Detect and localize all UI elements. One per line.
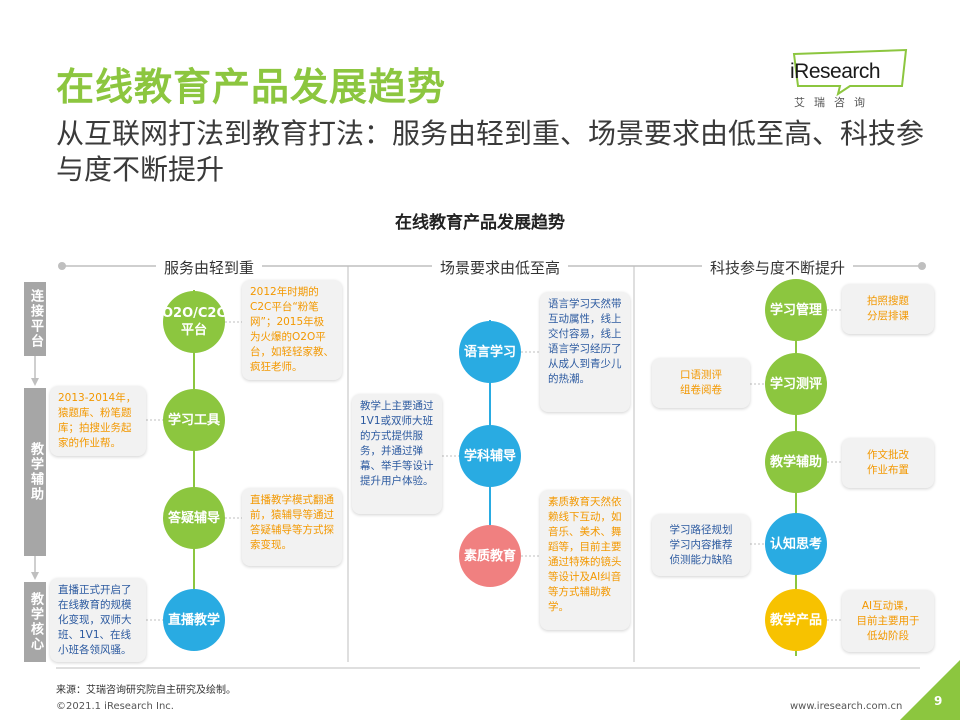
circle-subject-tutoring: 学科辅导 <box>459 425 521 487</box>
website-link[interactable]: www.iresearch.com.cn <box>790 701 903 712</box>
circle-language-learning: 语言学习 <box>459 321 521 383</box>
circle-o2o-platform: O2O/C2C平台 <box>162 291 226 353</box>
note-cognitive-thinking: 学习路径规划 学习内容推荐 侦测能力缺陷 <box>652 514 750 576</box>
note-learning-management: 拍照搜题 分层排课 <box>842 284 934 334</box>
note-qa-tutoring: 直播教学模式翻通前，猿辅导等通过答疑辅导等方式探索变现。 <box>242 488 342 566</box>
page-subtitle: 从互联网打法到教育打法：服务由轻到重、场景要求由低至高、科技参与度不断提升 <box>56 117 925 186</box>
section-header-service: 服务由轻到重 <box>156 257 263 278</box>
circle-learning-management: 学习管理 <box>765 279 827 341</box>
note-language-learning: 语言学习天然带互动属性，线上交付容易，线上语言学习经历了从成人到青少儿的热潮。 <box>540 292 630 412</box>
note-learning-assessment: 口语测评 组卷阅卷 <box>652 358 750 408</box>
row-label-assist: 教学辅助 <box>24 388 46 556</box>
note-learning-tools: 2013-2014年，猿题库、粉笔题库；拍搜业务起家的作业帮。 <box>50 386 146 456</box>
brand-logo-cn: 艾瑞咨询 <box>794 96 874 109</box>
circle-qa-tutoring: 答疑辅导 <box>163 487 225 549</box>
page-number: 9 <box>934 694 943 708</box>
circle-learning-tools: 学习工具 <box>163 389 225 451</box>
note-subject-tutoring: 教学上主要通过1V1或双师大班的方式提供服务，并通过弹幕、举手等设计提升用户体验… <box>352 394 442 514</box>
circle-teaching-assist: 教学辅助 <box>765 431 827 493</box>
row-label-platform: 连接平台 <box>24 282 46 356</box>
section-header-tech: 科技参与度不断提升 <box>702 257 854 278</box>
brand-logo: iResearch <box>790 60 881 83</box>
circle-learning-assessment: 学习测评 <box>765 353 827 415</box>
copyright: ©2021.1 iResearch Inc. <box>56 701 174 712</box>
note-o2o: 2012年时期的C2C平台“粉笔网”；2015年极为火爆的O2O平台，如轻轻家教… <box>242 280 342 380</box>
note-quality-education: 素质教育天然依赖线下互动，如音乐、美术、舞蹈等，目前主要通过特殊的镜头等设计及A… <box>540 490 630 630</box>
note-teaching-product: AI互动课， 目前主要用于 低幼阶段 <box>842 590 934 652</box>
circle-cognitive-thinking: 认知思考 <box>765 513 827 575</box>
note-teaching-assist: 作文批改 作业布置 <box>842 438 934 488</box>
source-note: 来源：艾瑞咨询研究院自主研究及绘制。 <box>56 685 236 696</box>
note-live-teaching: 直播正式开启了在线教育的规模化变现，双师大班、1V1、在线小班各领风骚。 <box>50 578 146 662</box>
row-label-core: 教学核心 <box>24 582 46 662</box>
circle-quality-education: 素质教育 <box>459 525 521 587</box>
circle-teaching-product: 教学产品 <box>765 589 827 651</box>
circle-live-teaching: 直播教学 <box>163 589 225 651</box>
section-header-scenario: 场景要求由低至高 <box>432 257 569 278</box>
diagram-title: 在线教育产品发展趋势 <box>395 213 565 233</box>
page-title: 在线教育产品发展趋势 <box>56 65 447 109</box>
